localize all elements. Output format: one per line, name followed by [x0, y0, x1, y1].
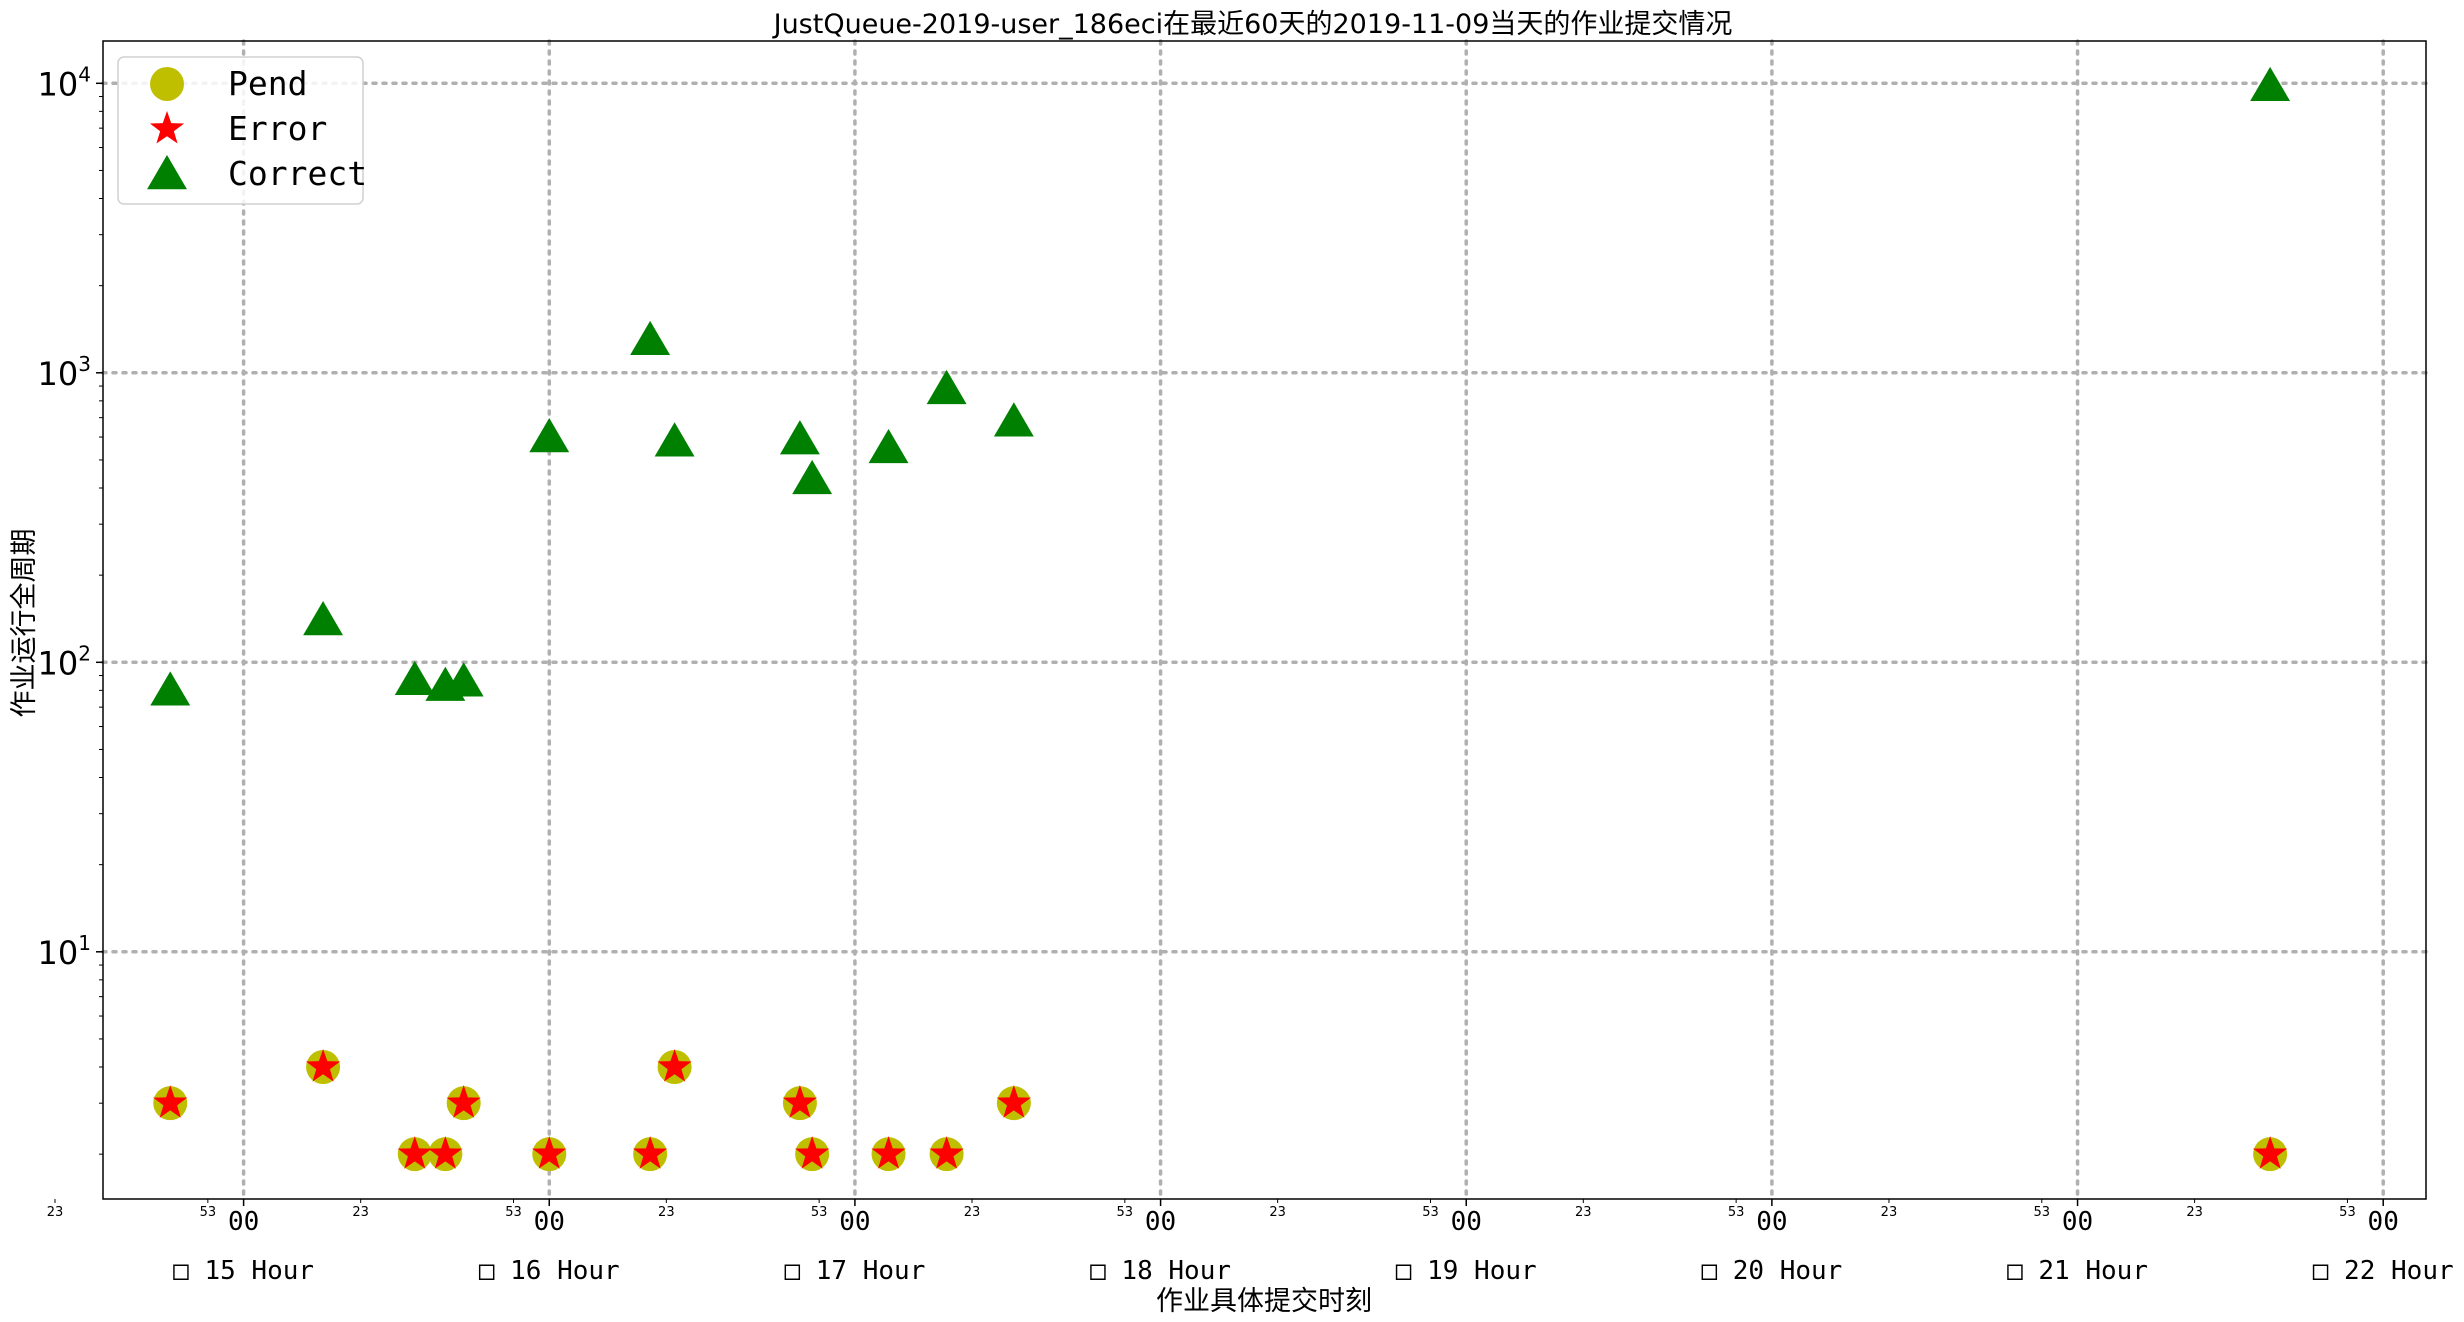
legend-marker-error	[149, 111, 185, 144]
x-minor-tick-label-14: 23	[2186, 1205, 2203, 1220]
x-minor-tick-label-6: 23	[964, 1205, 981, 1220]
x-hour-label-5: □ 20 Hour	[1701, 1256, 1842, 1286]
x-minor-tick-label-10: 23	[1575, 1205, 1592, 1220]
error-point-12	[996, 1085, 1031, 1118]
legend-marker-correct	[147, 155, 187, 190]
legend-label-pend: Pend	[228, 64, 307, 103]
x-major-tick-label-2: 00	[839, 1207, 870, 1237]
x-hour-label-6: □ 21 Hour	[2007, 1256, 2148, 1286]
error-point-4	[446, 1085, 481, 1118]
legend-label-error: Error	[228, 109, 327, 148]
correct-point-9	[792, 459, 833, 495]
x-major-tick-label-3: 00	[1145, 1207, 1176, 1237]
error-point-0	[153, 1085, 188, 1118]
x-major-tick-label-7: 00	[2368, 1207, 2399, 1237]
correct-point-12	[993, 402, 1034, 437]
error-point-3	[428, 1136, 463, 1169]
x-minor-tick-label-2: 23	[352, 1205, 369, 1220]
error-point-13	[2253, 1136, 2288, 1169]
error-point-6	[633, 1136, 668, 1169]
correct-point-5	[529, 418, 570, 453]
correct-point-8	[779, 420, 820, 455]
legend-marker-pend	[150, 67, 184, 101]
x-minor-tick-label-8: 23	[1269, 1205, 1286, 1220]
x-minor-tick-label-1: 53	[200, 1205, 217, 1220]
error-point-1	[305, 1049, 341, 1082]
correct-point-6	[630, 320, 671, 356]
x-major-tick-label-5: 00	[1756, 1207, 1787, 1237]
series-correct	[150, 66, 2291, 706]
correct-point-10	[868, 428, 909, 464]
x-minor-tick-label-5: 53	[811, 1205, 828, 1220]
legend-label-correct: Correct	[228, 154, 367, 193]
error-point-7	[657, 1049, 692, 1082]
x-minor-tick-label-3: 53	[505, 1205, 522, 1220]
x-hour-label-4: □ 19 Hour	[1396, 1256, 1537, 1286]
plot-frame	[102, 40, 2427, 1200]
error-point-11	[929, 1136, 964, 1169]
legend: Pend Error Correct	[117, 56, 367, 205]
x-minor-tick-label-11: 53	[1728, 1205, 1745, 1220]
x-major-tick-label-1: 00	[534, 1207, 565, 1237]
x-major-tick-label-0: 00	[228, 1207, 259, 1237]
x-minor-tick-label-0: 23	[47, 1205, 64, 1220]
correct-point-11	[926, 369, 967, 405]
x-hour-label-3: □ 18 Hour	[1090, 1256, 1231, 1286]
x-hour-label-7: □ 22 Hour	[2313, 1256, 2454, 1286]
data-points	[150, 66, 2291, 1172]
x-minor-tick-label-4: 23	[658, 1205, 675, 1220]
x-minor-tick-label-15: 53	[2339, 1205, 2356, 1220]
x-hour-label-2: □ 17 Hour	[784, 1256, 925, 1286]
y-axis-label: 作业运行全周期	[9, 529, 40, 718]
correct-point-2	[394, 660, 435, 696]
error-point-2	[397, 1136, 432, 1169]
y-tick-label-0: 101	[38, 931, 91, 972]
y-tick-label-1: 102	[38, 641, 91, 682]
x-hour-label-0: □ 15 Hour	[173, 1256, 314, 1286]
x-major-tick-label-4: 00	[1451, 1207, 1482, 1237]
x-minor-tick-label-12: 23	[1881, 1205, 1898, 1220]
correct-point-13	[2250, 66, 2291, 102]
correct-point-7	[654, 422, 695, 457]
correct-point-4	[443, 662, 484, 697]
correct-point-0	[150, 671, 191, 706]
axis-ticks: 00 00 00 00 00 00 00 00 23 53 23 53 23 53 23 53 23 53 23 53…	[38, 62, 2454, 1286]
error-point-5	[532, 1136, 567, 1169]
correct-point-1	[303, 601, 344, 636]
chart-title: JustQueue-2019-user_186eci在最近60天的2019-11…	[772, 9, 1733, 40]
error-point-10	[871, 1136, 906, 1169]
x-minor-tick-label-9: 53	[1422, 1205, 1439, 1220]
y-tick-label-2: 103	[38, 352, 91, 393]
x-major-tick-label-6: 00	[2062, 1207, 2093, 1237]
x-hour-label-1: □ 16 Hour	[479, 1256, 620, 1286]
x-minor-tick-label-7: 53	[1117, 1205, 1134, 1220]
x-axis-label: 作业具体提交时刻	[1156, 1286, 1372, 1317]
error-point-8	[782, 1085, 818, 1118]
grid-lines	[101, 39, 2428, 1201]
series-error	[153, 1049, 2288, 1169]
error-point-9	[795, 1136, 830, 1169]
y-tick-label-3: 104	[38, 62, 91, 103]
x-minor-tick-label-13: 53	[2034, 1205, 2051, 1220]
